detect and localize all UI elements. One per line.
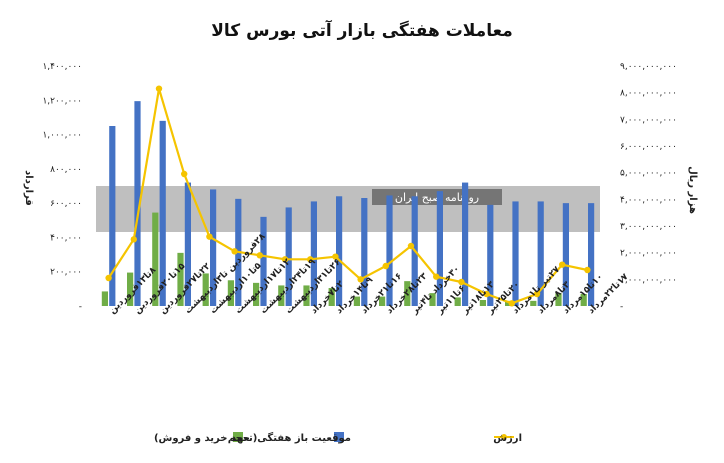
bar-open-interest <box>512 201 519 306</box>
bar-open-interest <box>285 207 292 306</box>
value-marker <box>181 170 188 178</box>
value-marker <box>357 276 364 283</box>
bar-open-interest <box>588 203 595 306</box>
bar-volume <box>202 273 209 306</box>
axes-group: - ۲۰۰,۰۰۰ ۴۰۰,۰۰۰ ۶۰۰,۰۰۰ ۸۰۰,۰۰۰ ۱,۰۰۰,۰۰۰ ۱,… <box>42 62 677 312</box>
legend-label-value: ارزش <box>493 433 522 444</box>
y-left-tick-label: ۴۰۰,۰۰۰ <box>50 233 82 243</box>
legend-label-open-interest: موقعیت باز هفتگی(تعهد خرید و فروش) <box>154 431 351 444</box>
bar-volume <box>429 293 436 306</box>
y-right-tick-label: ۵,۰۰۰,۰۰۰,۰۰۰ <box>620 169 677 179</box>
y-left-tick-label: ۱,۴۰۰,۰۰۰ <box>42 62 82 72</box>
value-marker <box>332 253 339 260</box>
bar-open-interest <box>336 196 343 306</box>
bar-open-interest <box>562 203 569 306</box>
bars-group <box>101 101 595 307</box>
value-marker <box>508 300 515 307</box>
bar-volume <box>328 288 335 306</box>
y-left-tick-label: - <box>79 302 82 312</box>
y-axis-left-label: قرارداد <box>23 170 34 206</box>
bar-volume <box>303 285 310 306</box>
y-left-tick-label: ۱,۲۰۰,۰۰۰ <box>42 96 82 106</box>
legend-label-volume: حجم <box>228 433 250 444</box>
y-right-tick-label: ۳,۰۰۰,۰۰۰,۰۰۰ <box>620 222 677 232</box>
value-marker <box>256 252 263 259</box>
bar-volume <box>555 293 562 306</box>
y-right-tick-label: ۷,۰۰۰,۰۰۰,۰۰۰ <box>620 115 677 125</box>
bar-open-interest <box>109 126 116 306</box>
legend: حجم موقعیت باز هفتگی(تعهد خرید و فروش) ا… <box>154 431 522 444</box>
watermark-band <box>96 186 600 232</box>
bar-volume <box>177 252 184 306</box>
chart-title: معاملات هفتگی بازار آتی بورس کالا <box>211 19 512 41</box>
bar-volume <box>379 296 386 306</box>
value-marker <box>155 85 163 92</box>
value-marker <box>407 242 415 250</box>
bar-volume <box>152 212 159 306</box>
bar-volume <box>353 296 360 306</box>
value-marker <box>307 256 314 263</box>
bar-volume <box>580 294 587 306</box>
bar-open-interest <box>260 216 267 306</box>
bar-open-interest <box>310 201 317 306</box>
bar-volume <box>127 272 134 306</box>
bar-open-interest <box>386 195 393 306</box>
bar-open-interest <box>159 120 166 306</box>
value-marker <box>130 236 137 243</box>
bar-open-interest <box>134 101 141 307</box>
y-right-tick-label: ۸,۰۰۰,۰۰۰,۰۰۰ <box>620 89 677 99</box>
bar-open-interest <box>487 204 494 306</box>
value-marker <box>584 266 591 274</box>
value-marker <box>281 256 289 263</box>
y-right-tick-label: ۴,۰۰۰,۰۰۰,۰۰۰ <box>620 195 677 205</box>
value-marker <box>433 273 440 280</box>
value-marker <box>206 233 213 240</box>
y-left-tick-label: ۸۰۰,۰۰۰ <box>50 165 82 175</box>
bar-volume <box>278 285 285 306</box>
value-marker <box>231 248 238 255</box>
legend-swatch-open-interest <box>334 432 344 442</box>
bar-volume <box>227 280 234 306</box>
bar-volume <box>530 300 537 306</box>
legend-swatch-volume <box>233 432 243 442</box>
y-axis-right-label: هزار ریال <box>687 166 698 214</box>
bar-open-interest <box>436 191 443 306</box>
bar-volume <box>454 297 461 306</box>
y-left-tick-label: ۲۰۰,۰۰۰ <box>50 268 82 278</box>
bar-volume <box>253 282 260 306</box>
bar-open-interest <box>361 198 368 306</box>
legend-marker-value <box>501 434 507 440</box>
value-marker <box>483 290 490 298</box>
y-right-tick-label: ۹,۰۰۰,۰۰۰,۰۰۰ <box>620 62 677 72</box>
y-left-tick-label: ۱,۰۰۰,۰۰۰ <box>42 131 82 141</box>
bar-open-interest <box>537 201 544 306</box>
bar-volume <box>479 300 486 306</box>
bar-volume <box>505 300 512 306</box>
bar-volume <box>101 291 108 306</box>
bar-open-interest <box>184 182 191 306</box>
value-marker <box>105 274 112 282</box>
value-marker <box>559 261 566 268</box>
y-right-tick-label: ۱,۰۰۰,۰۰۰,۰۰۰ <box>620 275 677 285</box>
value-line <box>107 87 588 305</box>
y-left-tick-label: ۶۰۰,۰۰۰ <box>50 199 82 209</box>
line-group <box>105 85 591 307</box>
y-right-tick-label: ۶,۰۰۰,۰۰۰,۰۰۰ <box>620 142 677 152</box>
value-marker <box>533 290 541 298</box>
value-marker <box>458 278 465 286</box>
bar-open-interest <box>462 182 469 306</box>
value-marker <box>382 262 389 270</box>
bar-volume <box>404 281 411 306</box>
bar-open-interest <box>210 189 217 306</box>
y-right-tick-label: ۲,۰۰۰,۰۰۰,۰۰۰ <box>620 249 677 259</box>
y-right-tick-label: - <box>620 302 623 312</box>
